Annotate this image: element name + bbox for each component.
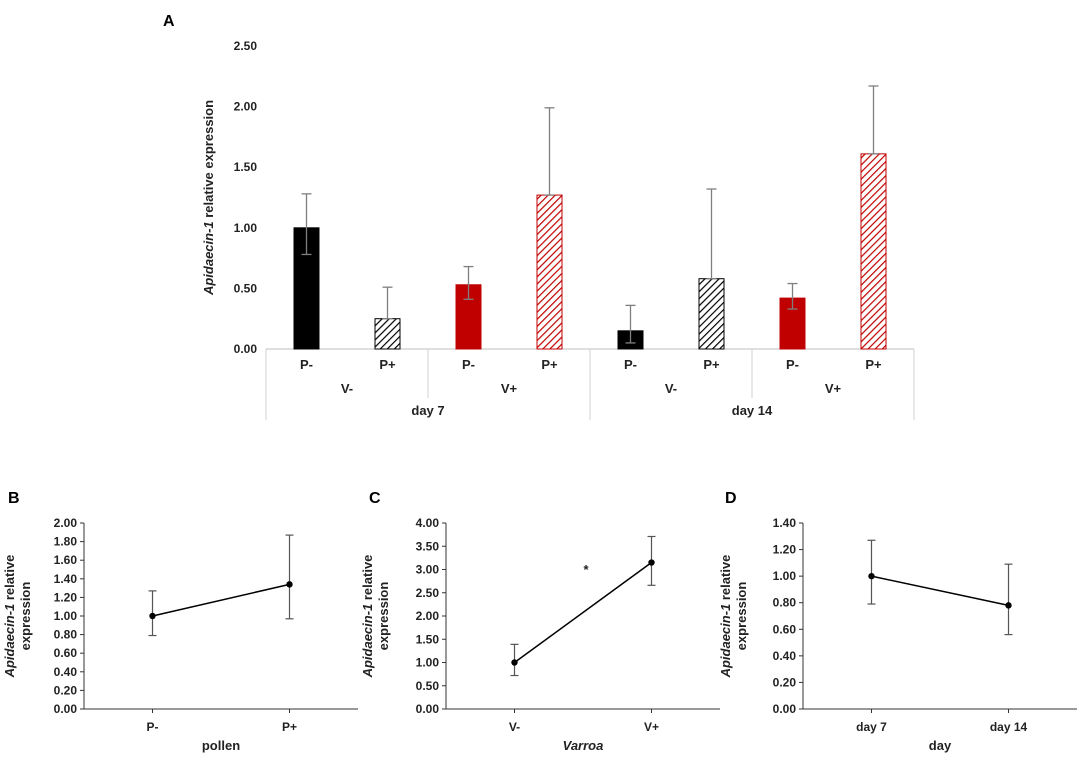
y-tick-label: 0.40 <box>773 649 797 663</box>
x-tick-label-pollen: P+ <box>703 357 720 372</box>
data-point <box>648 559 655 566</box>
y-tick-label: 0.80 <box>54 628 78 642</box>
y-tick-label: 0.50 <box>416 679 440 693</box>
bar <box>860 153 887 350</box>
y-tick-label: 0.00 <box>773 702 797 716</box>
data-point <box>286 581 293 588</box>
y-tick-label: 1.50 <box>234 160 258 174</box>
panel-letter: D <box>725 490 737 507</box>
x-tick-label-pollen: P- <box>786 357 799 372</box>
y-tick-label: 0.20 <box>773 675 797 689</box>
x-axis-title: day <box>929 738 952 753</box>
y-tick-label: 1.00 <box>416 656 440 670</box>
y-tick-label: 1.80 <box>54 535 78 549</box>
y-axis-title-rest: relative expression <box>201 100 216 221</box>
y-axis-title: Apidaecin-1 relativeexpression <box>2 555 33 679</box>
series-line <box>152 583 290 617</box>
y-tick-label: 0.50 <box>234 281 258 295</box>
y-tick-label: 0.80 <box>773 596 797 610</box>
panel-b-line-chart: B 0.00 0.20 0.40 0.60 0.80 1.00 1.20 1.40 1.60 1.8… <box>2 490 358 753</box>
y-tick-label: 2.00 <box>234 100 258 114</box>
y-tick-label: 3.00 <box>416 563 440 577</box>
x-tick-label-pollen: P- <box>624 357 637 372</box>
y-tick-label: 2.00 <box>54 516 78 530</box>
x-group-label-varroa: V+ <box>825 381 842 396</box>
y-axis-title-rest: relative <box>718 555 733 604</box>
x-tick-label-pollen: P+ <box>379 357 396 372</box>
y-tick-label: 1.40 <box>54 572 78 586</box>
y-tick-label: 0.00 <box>416 702 440 716</box>
x-tick-label-pollen: P- <box>462 357 475 372</box>
x-tick-label-pollen: P+ <box>541 357 558 372</box>
x-tick-label-pollen: P- <box>300 357 313 372</box>
x-axis-title: pollen <box>202 738 240 753</box>
series-line <box>514 561 652 664</box>
y-tick-label: 1.20 <box>773 543 797 557</box>
x-group-label-day: day 14 <box>732 403 773 418</box>
y-axis-title: Apidaecin-1 relativeexpression <box>360 555 391 679</box>
x-group-label-varroa: V+ <box>501 381 518 396</box>
x-group-label-day: day 7 <box>411 403 444 418</box>
significance-asterisk: * <box>583 562 589 577</box>
panel-d-line-chart: D 0.00 0.20 0.40 0.60 0.80 1.00 1.20 1.40 day 7 da… <box>718 490 1077 753</box>
y-axis-title-line2: expression <box>376 582 391 651</box>
y-tick-label: 1.50 <box>416 632 440 646</box>
bar <box>779 297 806 350</box>
panel-letter-a: A <box>163 13 175 30</box>
data-point <box>1005 602 1012 609</box>
y-axis-title-gene: Apidaecin-1 <box>360 604 375 679</box>
y-axis-title: Apidaecin-1 relativeexpression <box>718 555 749 679</box>
y-tick-label: 1.00 <box>234 221 258 235</box>
y-tick-label: 0.60 <box>773 622 797 636</box>
panel-letter: C <box>369 490 381 507</box>
y-tick-label: 0.60 <box>54 646 78 660</box>
bar <box>698 278 725 350</box>
y-axis-title: Apidaecin-1 relative expression <box>201 100 216 296</box>
y-axis-title-gene: Apidaecin-1 <box>718 604 733 679</box>
x-axis-title: Varroa <box>563 738 604 753</box>
panel-c-line-chart: C 0.00 0.50 1.00 1.50 2.00 2.50 3.00 3.50 4.00 V- V… <box>360 490 720 753</box>
y-tick-label: 0.00 <box>54 702 78 716</box>
data-point <box>868 572 875 580</box>
y-tick-label: 1.00 <box>54 609 78 623</box>
x-tick-label: V- <box>509 720 520 734</box>
x-tick-label: day 14 <box>990 720 1028 734</box>
y-tick-label: 1.40 <box>773 516 797 530</box>
y-axis-title-line2: expression <box>18 582 33 651</box>
y-tick-label: 3.50 <box>416 539 440 553</box>
x-tick-label: day 7 <box>856 720 887 734</box>
y-tick-label: 1.60 <box>54 553 78 567</box>
y-tick-label: 4.00 <box>416 516 440 530</box>
x-tick-label-pollen: P+ <box>865 357 882 372</box>
x-tick-label: P- <box>147 720 159 734</box>
x-tick-label: V+ <box>644 720 659 734</box>
y-tick-label: 2.50 <box>234 39 258 53</box>
bar <box>374 318 401 350</box>
y-axis-title-gene: Apidaecin-1 <box>2 604 17 679</box>
y-tick-label: 1.00 <box>773 569 797 583</box>
data-point <box>149 612 156 620</box>
x-group-label-varroa: V- <box>341 381 353 396</box>
panel-letter: B <box>8 490 20 507</box>
y-axis-title-rest: relative <box>360 555 375 604</box>
y-tick-label: 2.50 <box>416 586 440 600</box>
y-tick-label: 0.20 <box>54 683 78 697</box>
x-tick-label: P+ <box>282 720 297 734</box>
bar <box>536 194 563 350</box>
series-line <box>871 575 1009 607</box>
x-group-label-varroa: V- <box>665 381 677 396</box>
data-point <box>511 659 518 666</box>
y-tick-label: 2.00 <box>416 609 440 623</box>
y-tick-label: 1.20 <box>54 590 78 604</box>
y-tick-label: 0.40 <box>54 665 78 679</box>
y-tick-label: 0.00 <box>234 342 258 356</box>
y-axis-title-line2: expression <box>734 582 749 651</box>
y-axis-title-rest: relative <box>2 555 17 604</box>
y-axis-title-gene: Apidaecin-1 <box>201 221 216 296</box>
panel-a-bar-chart: A 0.00 0.50 1.00 1.50 2.00 2.50 P- P+ P- P+ P- P+ P- P… <box>163 13 915 420</box>
